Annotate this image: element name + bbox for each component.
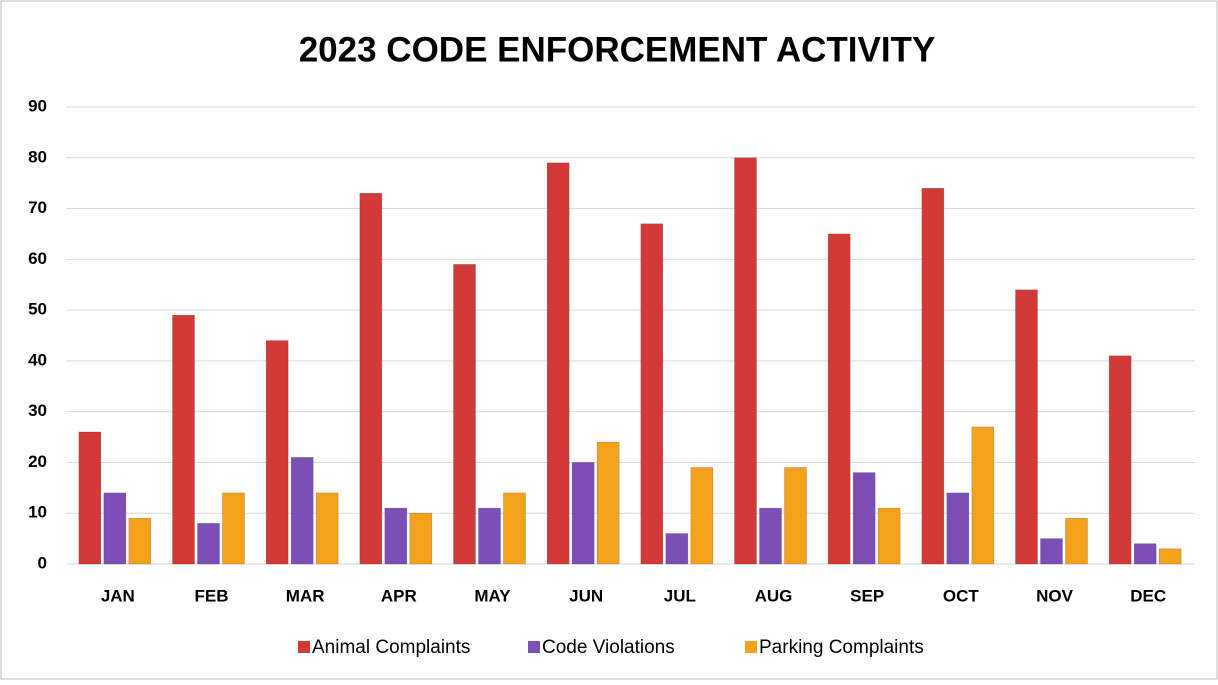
bar <box>690 467 714 565</box>
bar <box>409 512 433 565</box>
x-tick-label: OCT <box>943 586 980 605</box>
bar <box>852 472 876 565</box>
y-tick-label: 80 <box>28 147 47 166</box>
bar <box>827 233 851 565</box>
bar <box>503 492 526 565</box>
bar <box>359 193 383 565</box>
bar <box>384 507 408 565</box>
bar <box>665 533 689 565</box>
x-tick-label: APR <box>381 586 417 605</box>
y-tick-label: 20 <box>28 452 47 471</box>
y-tick-label: 90 <box>28 96 47 115</box>
legend-swatch <box>298 641 310 653</box>
x-tick-label: SEP <box>850 586 884 605</box>
bar <box>571 462 595 565</box>
bar <box>734 157 757 565</box>
chart-title: 2023 CODE ENFORCEMENT ACTIVITY <box>299 30 936 69</box>
bar <box>546 162 570 565</box>
bar <box>759 507 782 565</box>
x-tick-label: JAN <box>101 586 135 605</box>
bar <box>222 492 245 565</box>
legend-label: Code Violations <box>542 637 675 658</box>
x-tick-label: MAY <box>474 586 511 605</box>
y-tick-label: 50 <box>28 300 47 319</box>
x-tick-label: AUG <box>755 586 793 605</box>
bar <box>478 507 501 565</box>
legend-label: Parking Complaints <box>759 637 924 658</box>
x-tick-label: MAR <box>286 586 325 605</box>
bar <box>290 457 314 565</box>
bar <box>453 264 476 565</box>
y-tick-label: 40 <box>28 350 47 369</box>
bar <box>1065 517 1088 565</box>
x-tick-label: JUL <box>664 586 696 605</box>
bar <box>971 426 995 565</box>
bar <box>315 492 339 565</box>
bar <box>946 492 970 565</box>
x-tick-label: FEB <box>195 586 229 605</box>
bar <box>1133 543 1157 565</box>
bar <box>128 517 152 565</box>
bar <box>1015 289 1038 565</box>
bar <box>78 431 102 565</box>
legend-swatch <box>528 641 540 653</box>
x-tick-label: JUN <box>569 586 603 605</box>
y-tick-label: 60 <box>28 249 47 268</box>
bar <box>172 314 195 565</box>
y-tick-label: 70 <box>28 198 47 217</box>
x-tick-label: DEC <box>1130 586 1166 605</box>
bar <box>784 467 807 565</box>
bar <box>1158 548 1182 565</box>
bar <box>197 523 220 565</box>
bar <box>877 507 901 565</box>
bar <box>265 340 289 565</box>
bar <box>103 492 127 565</box>
legend-swatch <box>745 641 757 653</box>
bar <box>1108 355 1132 565</box>
bar <box>1040 538 1063 565</box>
legend-label: Animal Complaints <box>312 637 470 658</box>
bar <box>921 187 945 565</box>
y-tick-label: 30 <box>28 401 47 420</box>
y-tick-label: 0 <box>38 553 47 572</box>
x-tick-label: NOV <box>1036 586 1074 605</box>
bar <box>640 223 664 565</box>
y-tick-label: 10 <box>28 503 47 522</box>
bar <box>596 441 620 565</box>
